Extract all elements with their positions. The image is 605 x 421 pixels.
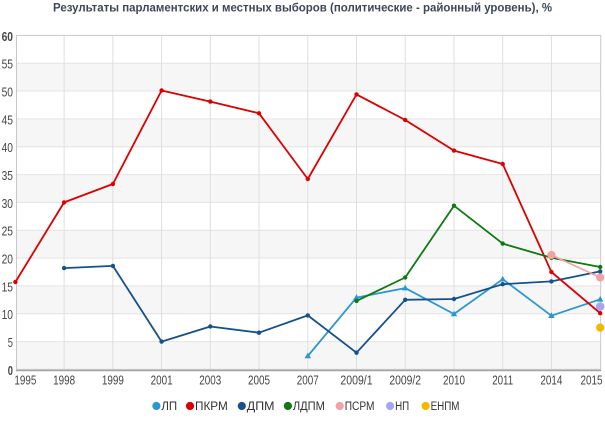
svg-text:1998: 1998 (53, 373, 75, 388)
svg-text:ПСРМ: ПСРМ (345, 401, 375, 413)
svg-text:2014: 2014 (540, 373, 562, 388)
svg-text:2007: 2007 (297, 373, 319, 388)
svg-text:ЕНПМ: ЕНПМ (431, 401, 460, 413)
svg-text:НП: НП (395, 401, 409, 413)
svg-text:55: 55 (2, 58, 13, 72)
svg-text:35: 35 (2, 169, 13, 183)
svg-text:1999: 1999 (102, 373, 124, 388)
svg-text:1995: 1995 (14, 373, 36, 388)
svg-text:ПКРМ: ПКРМ (195, 401, 228, 413)
svg-text:ЛП: ЛП (161, 401, 177, 413)
svg-text:ДПМ: ДПМ (247, 401, 275, 413)
svg-text:2001: 2001 (151, 373, 173, 388)
svg-text:2010: 2010 (443, 373, 465, 388)
svg-text:20: 20 (2, 253, 13, 267)
svg-text:ЛДПМ: ЛДПМ (293, 401, 325, 413)
svg-text:2011: 2011 (492, 373, 513, 388)
svg-text:30: 30 (2, 197, 13, 211)
svg-text:2009/2: 2009/2 (389, 373, 421, 388)
svg-text:0: 0 (8, 364, 13, 378)
svg-text:2015: 2015 (581, 373, 603, 388)
svg-text:2003: 2003 (199, 373, 221, 388)
svg-text:50: 50 (2, 86, 13, 100)
svg-text:60: 60 (2, 30, 13, 44)
svg-text:40: 40 (2, 141, 13, 155)
svg-text:5: 5 (8, 336, 13, 350)
svg-text:Результаты парламентских и мес: Результаты парламентских и местных выбор… (53, 1, 552, 15)
svg-text:2009/1: 2009/1 (340, 373, 372, 388)
svg-text:2005: 2005 (248, 373, 270, 388)
svg-text:15: 15 (2, 280, 13, 294)
svg-text:45: 45 (2, 113, 13, 127)
svg-text:10: 10 (2, 308, 13, 322)
svg-text:25: 25 (2, 225, 13, 239)
